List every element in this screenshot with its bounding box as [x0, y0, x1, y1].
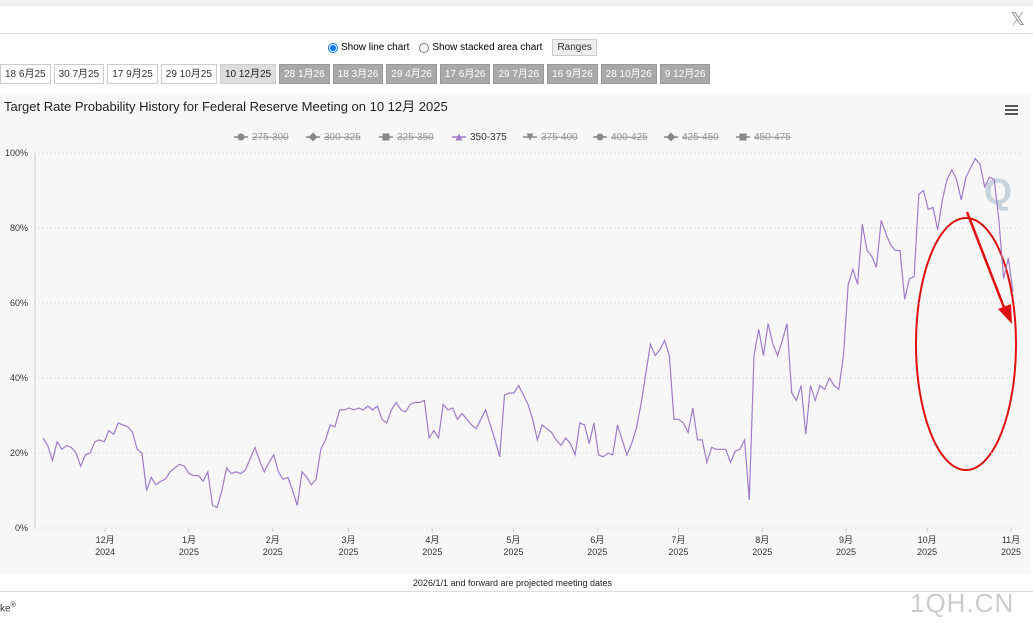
brand: ke® [0, 602, 16, 614]
x-tick-label: 2025 [587, 547, 607, 557]
x-tick-label: 12月 [96, 535, 115, 545]
x-tick-label: 2025 [422, 547, 442, 557]
x-tick-label: 2025 [179, 547, 199, 557]
radio-option[interactable]: Show stacked area chart [419, 42, 542, 53]
legend-marker [596, 133, 604, 141]
legend-label[interactable]: 325-350 [397, 132, 434, 143]
chart: Target Rate Probability History for Fede… [0, 94, 1030, 574]
series-line [42, 157, 1014, 509]
meeting-tab[interactable]: 17 9月25 [107, 64, 158, 84]
y-tick-label: 0% [15, 523, 28, 533]
legend-label[interactable]: 450-475 [754, 132, 791, 143]
x-tick-label: 2025 [503, 547, 523, 557]
legend-marker [526, 133, 534, 141]
legend-label[interactable]: 350-375 [470, 132, 507, 143]
x-tick-label: 11月 [1002, 535, 1020, 545]
meeting-tab[interactable]: 28 1月26 [279, 64, 330, 84]
legend-label[interactable]: 400-425 [611, 132, 648, 143]
y-tick-label: 20% [10, 448, 28, 458]
meeting-tab[interactable]: 29 7月26 [493, 64, 545, 84]
brand-text: ke [0, 603, 11, 615]
x-tick-label: 7月 [671, 535, 685, 545]
y-tick-label: 80% [10, 223, 28, 233]
x-tick-label: 2024 [95, 547, 115, 557]
legend-label[interactable]: 375-400 [541, 132, 578, 143]
legend-label[interactable]: 275-300 [252, 132, 289, 143]
legend-marker [308, 132, 318, 142]
x-tick-label: 1月 [182, 535, 196, 545]
meeting-tab[interactable]: 30 7月25 [53, 64, 105, 84]
x-tick-label: 2025 [752, 547, 772, 557]
brand-mark: ® [10, 602, 16, 609]
watermark: 1QH.CN [910, 588, 1015, 618]
divider [0, 33, 1033, 34]
top-strip [0, 0, 1033, 6]
x-tick-label: 6月 [590, 535, 604, 545]
chart-background [0, 94, 1030, 574]
meeting-tab[interactable]: 18 3月26 [332, 64, 384, 84]
meeting-tab[interactable]: 16 9月26 [547, 64, 598, 84]
radio[interactable] [419, 42, 430, 53]
x-tick-label: 8月 [755, 535, 769, 545]
legend-marker [739, 133, 747, 141]
meeting-tab[interactable]: 29 10月25 [160, 64, 217, 84]
chart-title: Target Rate Probability History for Fede… [4, 99, 448, 114]
legend-label[interactable]: 300-325 [324, 132, 361, 143]
close-button[interactable]: 𝕏 [1010, 9, 1025, 29]
meeting-tab[interactable]: 29 4月26 [386, 64, 437, 84]
legend-marker [237, 133, 245, 141]
divider [0, 591, 1033, 592]
x-tick-label: 2月 [266, 535, 280, 545]
ranges-dropdown[interactable]: Ranges [552, 39, 597, 56]
x-tick-label: 2025 [263, 547, 283, 557]
x-tick-label: 5月 [506, 535, 520, 545]
x-tick-label: 2025 [668, 547, 688, 557]
x-tick-label: 10月 [918, 535, 937, 545]
legend-marker [382, 133, 390, 141]
radio-label: Show stacked area chart [432, 42, 543, 53]
x-tick-label: 9月 [839, 535, 853, 545]
annotation-arrow [965, 211, 1007, 311]
meeting-tab[interactable]: 9 12月26 [659, 64, 711, 84]
legend-marker [455, 133, 463, 141]
annotation-ellipse [915, 217, 1017, 471]
legend-marker [666, 132, 676, 142]
x-tick-label: 2025 [338, 547, 358, 557]
x-tick-label: 3月 [341, 535, 355, 545]
annotation-arrowhead [998, 304, 1012, 324]
menu-button[interactable] [1005, 105, 1018, 115]
meeting-tab[interactable]: 17 6月26 [439, 64, 491, 84]
radio-label: Show line chart [341, 42, 410, 53]
x-tick-label: 4月 [425, 535, 439, 545]
meeting-tab[interactable]: 18 6月25 [0, 64, 51, 84]
x-tick-label: 2025 [917, 547, 937, 557]
legend-label[interactable]: 425-450 [682, 132, 719, 143]
meeting-tab[interactable]: 28 10月26 [600, 64, 657, 84]
logo-mark: Q [984, 171, 1012, 212]
radio-option[interactable]: Show line chart [328, 42, 409, 53]
y-tick-label: 100% [5, 148, 28, 158]
meeting-tabs: 18 6月25 30 7月25 17 9月25 29 10月25 10 12月25 28 … [0, 64, 711, 84]
controls: Show line chart Show stacked area chart Ra… [328, 39, 597, 56]
radio[interactable] [328, 42, 338, 53]
x-tick-label: 2025 [1001, 547, 1021, 557]
y-tick-label: 40% [10, 373, 28, 383]
meeting-tab[interactable]: 10 12月25 [219, 64, 277, 84]
footnote: 2026/1/1 and forward are projected meeti… [412, 578, 613, 588]
y-tick-label: 60% [10, 298, 28, 308]
x-tick-label: 2025 [836, 547, 856, 557]
